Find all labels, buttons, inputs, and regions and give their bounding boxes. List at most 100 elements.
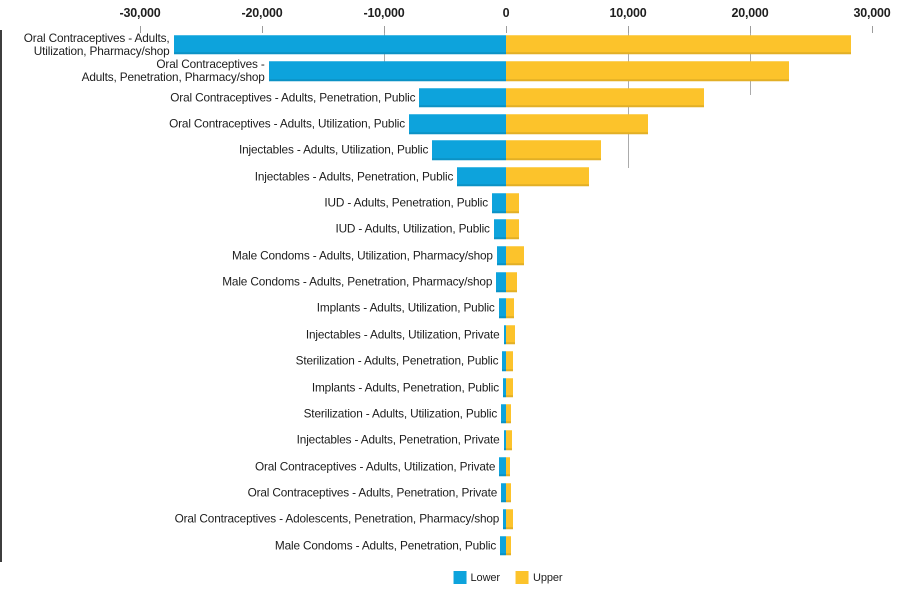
bar-lower [496, 246, 506, 266]
category-label: Implants - Adults, Penetration, Public [311, 380, 499, 395]
axis-tick-label: -30,000 [119, 6, 161, 20]
legend-swatch-upper-icon [516, 571, 529, 584]
bar-upper [506, 535, 512, 556]
bar-lower [502, 377, 506, 398]
category-label: Oral Contraceptives - Adults, Penetratio… [247, 485, 498, 500]
legend-label-lower: Lower [470, 571, 501, 584]
bar-lower [432, 140, 506, 161]
bar-upper [506, 509, 513, 530]
bar-lower [502, 351, 506, 371]
zero-axis-line [0, 30, 2, 562]
bar-lower [496, 272, 506, 292]
category-label: Implants - Adults, Utilization, Public [316, 300, 495, 315]
chart-row: Injectables - Adults, Utilization, Priva… [0, 322, 900, 348]
legend-label-upper: Upper [533, 571, 563, 584]
bar-lower [503, 509, 506, 530]
bar-upper [506, 272, 517, 292]
bar-upper [506, 404, 512, 424]
bar-upper [506, 377, 513, 398]
axis-tick-mark [749, 26, 751, 33]
chart-row: Oral Contraceptives - Adults, Utilizatio… [0, 30, 900, 58]
category-label: Oral Contraceptives - Adults, Penetratio… [170, 90, 416, 105]
category-label: Sterilization - Adults, Utilization, Pub… [303, 406, 498, 421]
category-label: Injectables - Adults, Utilization, Priva… [305, 327, 500, 342]
category-label: Injectables - Adults, Penetration, Priva… [296, 432, 500, 447]
bar-upper [506, 483, 512, 503]
bar-lower [501, 404, 506, 424]
bar-upper [506, 87, 705, 108]
category-label: Male Condoms - Adults, Penetration, Publ… [274, 538, 497, 553]
axis-tick-label: -20,000 [241, 6, 283, 20]
chart-row: Sterilization - Adults, Penetration, Pub… [0, 348, 900, 374]
axis-tick-label: 20,000 [731, 6, 769, 20]
bar-upper [506, 351, 513, 371]
chart-row: Male Condoms - Adults, Penetration, Publ… [0, 532, 900, 558]
axis-tick-label: 10,000 [609, 6, 647, 20]
category-label: Male Condoms - Adults, Utilization, Phar… [232, 248, 493, 263]
bar-lower [419, 87, 506, 108]
bar-lower [503, 430, 506, 450]
category-label: IUD - Adults, Penetration, Public [324, 195, 488, 210]
bar-upper [506, 35, 852, 55]
bar-lower [173, 35, 506, 55]
bar-upper [506, 114, 648, 134]
chart-row: Oral Contraceptives - Adults, Penetratio… [0, 85, 900, 111]
bar-upper [506, 298, 514, 319]
bar-upper [506, 166, 589, 187]
chart-row: Implants - Adults, Utilization, Public [0, 295, 900, 321]
axis-tick-label: -10,000 [363, 6, 405, 20]
category-label: Oral Contraceptives - Adolescents, Penet… [174, 511, 500, 526]
axis-tick-mark [139, 26, 141, 33]
axis-tick-mark [383, 26, 385, 33]
category-label: Oral Contraceptives - Adults, Utilizatio… [23, 30, 170, 58]
axis-tick-label: 30,000 [853, 6, 891, 20]
bar-upper [506, 456, 511, 477]
legend-swatch-lower-icon [453, 571, 467, 584]
legend-item-upper: Upper [516, 571, 563, 584]
bar-upper [506, 140, 602, 161]
chart-row: Injectables - Adults, Penetration, Priva… [0, 427, 900, 453]
bar-lower [498, 298, 506, 319]
legend: Lower Upper [453, 571, 563, 584]
chart-row: Sterilization - Adults, Utilization, Pub… [0, 401, 900, 427]
category-label: Injectables - Adults, Utilization, Publi… [238, 142, 429, 157]
axis-tick-mark [627, 26, 629, 33]
category-label: Oral Contraceptives - Adults, Utilizatio… [254, 459, 496, 474]
category-label: Sterilization - Adults, Penetration, Pub… [295, 353, 499, 368]
category-label: Male Condoms - Adults, Penetration, Phar… [222, 274, 493, 289]
bar-lower [493, 219, 506, 240]
chart-row: Male Condoms - Adults, Utilization, Phar… [0, 243, 900, 269]
chart-row: Implants - Adults, Penetration, Public [0, 374, 900, 400]
chart-row: Oral Contraceptives - Adolescents, Penet… [0, 506, 900, 532]
bar-lower [268, 61, 506, 82]
bar-lower [409, 114, 506, 134]
chart-row: Oral Contraceptives - Adults, Penetratio… [0, 480, 900, 506]
category-label: IUD - Adults, Utilization, Public [335, 221, 490, 236]
axis-tick-mark [505, 26, 507, 33]
axis-tick-mark [261, 26, 263, 33]
bar-upper [506, 325, 516, 345]
category-label: Oral Contraceptives - Adults, Utilizatio… [169, 116, 406, 131]
bar-lower [500, 535, 506, 556]
bar-upper [506, 430, 513, 450]
chart-row: IUD - Adults, Utilization, Public [0, 216, 900, 242]
bar-upper [506, 246, 525, 266]
chart-row: Oral Contraceptives - Adults, Penetratio… [0, 58, 900, 84]
axis-tick-label: 0 [502, 6, 510, 20]
category-label: Injectables - Adults, Penetration, Publi… [254, 169, 454, 184]
axis-tick-mark [871, 26, 873, 33]
bar-lower [491, 193, 506, 213]
chart-row: Oral Contraceptives - Adults, Utilizatio… [0, 111, 900, 137]
bar-lower [457, 166, 506, 187]
legend-item-lower: Lower [453, 571, 501, 584]
bar-lower [499, 456, 506, 477]
bar-lower [503, 325, 506, 345]
chart-row: Male Condoms - Adults, Penetration, Phar… [0, 269, 900, 295]
chart-row: IUD - Adults, Penetration, Public [0, 190, 900, 216]
bar-upper [506, 219, 520, 240]
bar-upper [506, 61, 790, 82]
bar-lower [501, 483, 506, 503]
bar-upper [506, 193, 520, 213]
chart-row: Injectables - Adults, Utilization, Publi… [0, 137, 900, 163]
